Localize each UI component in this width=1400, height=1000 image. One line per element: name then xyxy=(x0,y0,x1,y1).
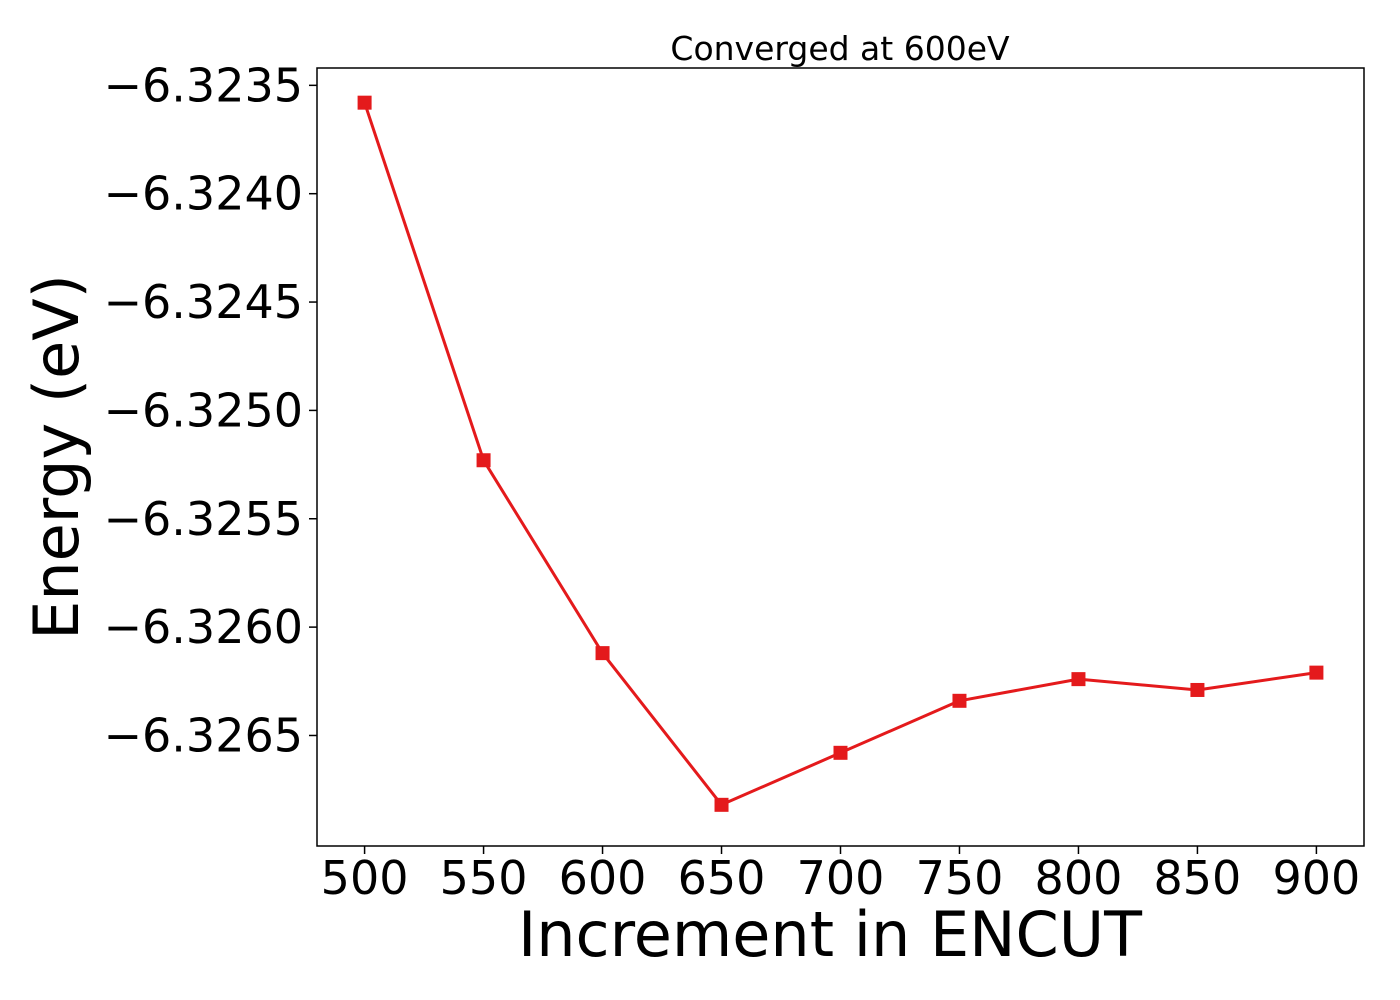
x-tick-label: 750 xyxy=(916,851,1004,905)
y-tick-label: −6.3260 xyxy=(104,600,304,654)
x-tick-label: 650 xyxy=(678,851,766,905)
data-point-marker xyxy=(1190,682,1205,697)
y-axis-ticks: −6.3235 −6.3240 −6.3245 −6.3250 −6.3255 −6.32… xyxy=(104,58,317,762)
x-tick-label: 900 xyxy=(1273,851,1361,905)
y-tick-label: −6.3235 xyxy=(104,58,304,112)
x-tick-label: 600 xyxy=(559,851,647,905)
x-tick-label: 700 xyxy=(797,851,885,905)
data-point-marker xyxy=(1071,672,1086,687)
y-tick-label: −6.3255 xyxy=(104,492,304,546)
y-tick-label: −6.3265 xyxy=(104,708,304,762)
data-point-marker xyxy=(714,797,729,812)
series-layer xyxy=(357,95,1324,812)
y-tick-label: −6.3245 xyxy=(104,275,304,329)
data-point-marker xyxy=(1309,665,1324,680)
plot-frame xyxy=(316,67,1365,847)
y-tick-label: −6.3250 xyxy=(104,383,304,437)
data-point-marker xyxy=(952,693,967,708)
x-tick-label: 850 xyxy=(1154,851,1242,905)
chart-title: Converged at 600eV xyxy=(670,29,1010,68)
x-axis-title: Increment in ENCUT xyxy=(518,898,1143,971)
x-tick-label: 800 xyxy=(1035,851,1123,905)
x-tick-label: 500 xyxy=(321,851,409,905)
data-point-marker xyxy=(476,453,491,468)
x-axis-ticks: 500 550 600 650 700 750 800 850 900 xyxy=(321,846,1361,905)
data-point-marker xyxy=(833,745,848,760)
data-point-marker xyxy=(595,646,610,661)
data-point-marker xyxy=(357,95,372,110)
x-tick-label: 550 xyxy=(440,851,528,905)
y-tick-label: −6.3240 xyxy=(104,167,304,221)
y-axis-title: Energy (eV) xyxy=(20,274,93,640)
